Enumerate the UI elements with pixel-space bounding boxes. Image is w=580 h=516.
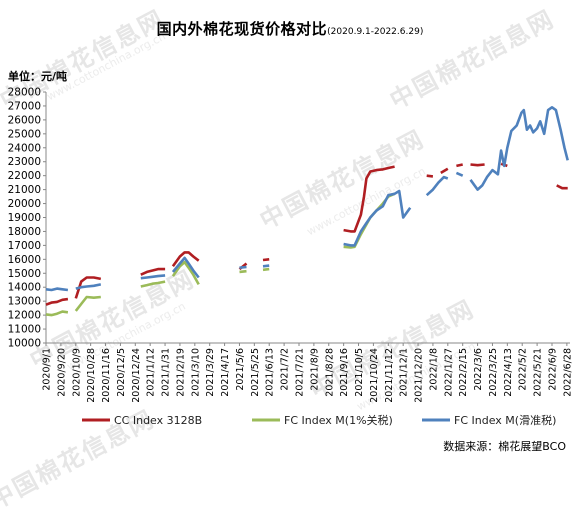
series-line-2 bbox=[45, 310, 69, 317]
series-line-3 bbox=[45, 287, 69, 292]
x-tick-label: 2022/1/8 bbox=[428, 348, 439, 391]
series-line-1 bbox=[343, 165, 395, 233]
x-tick-label: 2020/10/9 bbox=[71, 348, 82, 397]
x-tick-label: 2022/1/27 bbox=[443, 348, 454, 397]
y-tick-label: 26000 bbox=[8, 114, 41, 126]
x-tick-label: 2022/2/15 bbox=[458, 348, 469, 397]
y-tick-label: 25000 bbox=[8, 128, 41, 140]
chart-root: 中国棉花信息网 中国棉花信息网 中国棉花信息网 中国棉花信息网 中国棉花信息网 … bbox=[0, 5, 580, 515]
x-tick-label: 2020/9/20 bbox=[56, 348, 67, 397]
chart-subtitle: (2020.9.1-2022.6.29) bbox=[327, 27, 424, 37]
x-tick-label: 2020/12/24 bbox=[131, 348, 142, 403]
x-tick-label: 2021/2/19 bbox=[175, 348, 186, 397]
y-tick-label: 21000 bbox=[8, 184, 41, 196]
x-tick-label: 2021/4/17 bbox=[220, 348, 231, 397]
series-line-1 bbox=[426, 174, 434, 178]
y-tick-label: 17000 bbox=[8, 240, 41, 252]
series-line-3 bbox=[239, 265, 247, 269]
series-line-3 bbox=[262, 264, 270, 268]
x-tick-label: 2020/12/5 bbox=[116, 348, 127, 397]
x-tick-label: 2021/8/9 bbox=[309, 348, 320, 391]
series-line-3 bbox=[75, 283, 102, 290]
y-tick-label: 10000 bbox=[8, 338, 41, 350]
series-line-1 bbox=[140, 267, 166, 276]
series-line-2 bbox=[171, 260, 200, 286]
x-tick-label: 2022/3/6 bbox=[473, 348, 484, 391]
series-line-1 bbox=[456, 163, 463, 168]
y-tick-label: 19000 bbox=[8, 212, 41, 224]
series-line-3 bbox=[425, 175, 449, 197]
x-tick-label: 2021/7/2 bbox=[280, 348, 291, 391]
legend-label: CC Index 3128B bbox=[114, 414, 202, 427]
series-line-3 bbox=[469, 106, 569, 191]
x-tick-label: 2022/5/2 bbox=[518, 348, 529, 391]
x-tick-label: 2020/9/1 bbox=[42, 348, 53, 391]
x-tick-label: 2020/10/28 bbox=[86, 348, 97, 403]
source-note: 数据来源：棉花展望BCO bbox=[443, 439, 566, 453]
y-tick-label: 11000 bbox=[8, 324, 41, 336]
y-tick-label: 24000 bbox=[8, 142, 41, 154]
x-tick-label: 2021/1/31 bbox=[161, 348, 172, 397]
series-line-1 bbox=[440, 167, 449, 175]
series-line-2 bbox=[140, 280, 166, 288]
y-axis-unit-label: 单位：元/吨 bbox=[8, 70, 68, 83]
legend-label: FC Index M(1%关税) bbox=[284, 413, 393, 427]
x-tick-label: 2022/4/13 bbox=[503, 348, 514, 397]
series-line-3 bbox=[140, 274, 166, 280]
legend-label: FC Index M(滑准税) bbox=[454, 413, 556, 427]
x-tick-label: 2021/11/12 bbox=[384, 348, 395, 403]
x-tick-label: 2021/12/1 bbox=[399, 348, 410, 397]
series-line-2 bbox=[239, 269, 247, 274]
y-tick-label: 27000 bbox=[8, 100, 41, 112]
x-tick-label: 2021/10/24 bbox=[369, 348, 380, 403]
y-tick-label: 20000 bbox=[8, 198, 41, 210]
y-tick-label: 22000 bbox=[8, 170, 41, 182]
y-tick-label: 23000 bbox=[8, 156, 41, 168]
series-line-3 bbox=[343, 189, 412, 247]
x-tick-label: 2020/11/16 bbox=[101, 348, 112, 403]
y-tick-label: 14000 bbox=[8, 282, 41, 294]
series-line-1 bbox=[45, 297, 69, 306]
series-line-2 bbox=[74, 295, 101, 312]
y-tick-label: 16000 bbox=[8, 254, 41, 266]
x-tick-label: 2022/5/21 bbox=[533, 348, 544, 397]
x-tick-label: 2021/5/6 bbox=[235, 348, 246, 391]
x-tick-label: 2021/3/10 bbox=[190, 348, 201, 397]
series-line-1 bbox=[262, 258, 270, 262]
series-line-3 bbox=[171, 256, 200, 279]
series-line-2 bbox=[262, 267, 270, 272]
line-chart: 10000 11000 12000 13000 14000 15000 16000 17000… bbox=[8, 87, 574, 454]
x-tick-label: 2021/1/12 bbox=[146, 348, 157, 397]
y-tick-label: 13000 bbox=[8, 296, 41, 308]
x-tick-label: 2021/10/5 bbox=[354, 348, 365, 397]
x-tick-label: 2022/6/9 bbox=[547, 348, 558, 391]
y-tick-label: 28000 bbox=[8, 87, 41, 99]
x-tick-label: 2021/9/16 bbox=[339, 348, 350, 397]
chart-title: 国内外棉花现货价格对比 bbox=[156, 20, 328, 38]
series-line-1 bbox=[556, 184, 568, 190]
x-tick-label: 2022/3/25 bbox=[488, 348, 499, 397]
x-tick-label: 2021/3/29 bbox=[205, 348, 216, 397]
y-tick-label: 18000 bbox=[8, 226, 41, 238]
chart-title-block: 国内外棉花现货价格对比(2020.9.1-2022.6.29) bbox=[0, 18, 580, 39]
x-tick-label: 2021/12/20 bbox=[414, 348, 425, 403]
series-line-3 bbox=[455, 171, 464, 177]
x-tick-label: 2021/5/25 bbox=[250, 348, 261, 397]
x-tick-label: 2021/7/21 bbox=[294, 348, 305, 397]
series-line-1 bbox=[470, 163, 485, 167]
series-line-1 bbox=[171, 251, 200, 268]
x-tick-label: 2021/8/28 bbox=[324, 348, 335, 397]
y-tick-label: 15000 bbox=[8, 268, 41, 280]
x-tick-label: 2021/6/13 bbox=[265, 348, 276, 397]
y-tick-label: 12000 bbox=[8, 310, 41, 322]
x-tick-label: 2022/6/28 bbox=[562, 348, 573, 397]
